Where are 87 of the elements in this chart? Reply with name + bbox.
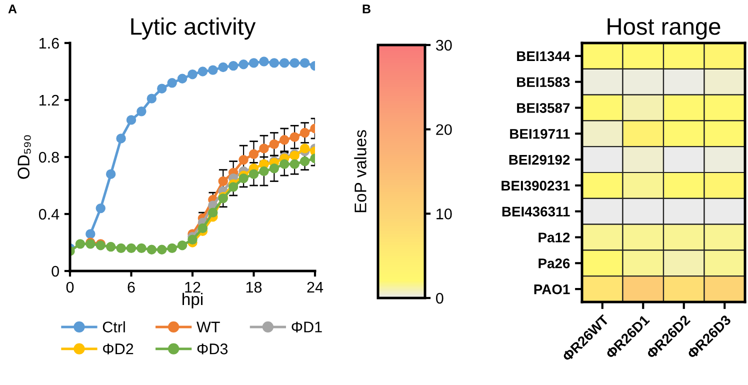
point <box>167 243 177 254</box>
color-bar-label: 0 <box>436 292 444 304</box>
y-tick-label: 1.2 <box>40 94 59 106</box>
point <box>238 174 248 184</box>
point <box>259 166 269 176</box>
color-bar-title: EoP values <box>354 130 366 212</box>
point <box>248 169 259 179</box>
point <box>116 134 126 144</box>
point <box>248 149 259 160</box>
point <box>208 65 218 75</box>
legend-label: ΦD2 <box>103 344 134 354</box>
y-tick-label: 0 <box>52 266 59 277</box>
y-tick-label: BEI1344 <box>517 51 570 62</box>
point <box>198 66 208 76</box>
point <box>208 208 218 218</box>
point <box>300 144 310 154</box>
y-tick-label: Pa12 <box>538 232 570 242</box>
point <box>290 58 300 68</box>
point <box>177 240 188 250</box>
point <box>259 56 269 66</box>
point <box>198 223 208 234</box>
point <box>238 60 248 70</box>
y-tick-label: 0.4 <box>38 208 60 220</box>
point <box>290 132 300 142</box>
point <box>290 159 300 169</box>
point <box>106 169 116 179</box>
point <box>300 58 310 68</box>
y-tick-label: BEI436311 <box>502 206 570 217</box>
y-tick-label: BEI1583 <box>517 77 570 88</box>
point <box>177 74 188 84</box>
point <box>167 78 177 88</box>
legend-label: ΦD3 <box>197 344 228 354</box>
y-tick-label: BEI3587 <box>517 103 570 113</box>
point <box>136 106 146 116</box>
point <box>116 243 126 254</box>
y-tick-label: 1.6 <box>40 38 59 49</box>
point <box>126 243 136 254</box>
y-tick-label: 0.8 <box>38 152 59 163</box>
point <box>300 128 310 138</box>
color-bar-label: 20 <box>436 124 452 136</box>
text: A <box>8 4 17 14</box>
y-tick-label: Pa26 <box>538 258 570 268</box>
x-axis-title: hpi <box>182 292 202 308</box>
point <box>238 154 248 165</box>
point <box>248 58 259 68</box>
point <box>300 156 310 166</box>
legend-label: WT <box>196 322 220 332</box>
point <box>280 58 290 68</box>
x-tick-label: 12 <box>185 282 200 292</box>
y-tick-label: PAO1 <box>534 284 570 294</box>
point <box>269 58 280 68</box>
point <box>146 94 157 104</box>
chart-title: Host range <box>608 18 720 40</box>
point <box>269 164 280 174</box>
x-tick-label: 6 <box>128 282 135 293</box>
chart-title: Lytic activity <box>131 18 256 40</box>
point <box>75 239 86 249</box>
y-tick-label: BEI390231 <box>502 180 570 191</box>
point <box>218 176 228 186</box>
point <box>280 159 290 169</box>
y-axis-title: OD₅₉₀ <box>18 135 31 179</box>
point <box>96 203 106 214</box>
point <box>188 69 198 80</box>
point <box>157 84 167 94</box>
legend-label: Ctrl <box>102 321 125 332</box>
point <box>146 244 157 254</box>
y-tick-label: BEI19711 <box>510 128 570 139</box>
point <box>228 182 238 192</box>
point <box>259 144 269 154</box>
color-bar-label: 30 <box>436 40 452 51</box>
x-tick-label: 0 <box>66 282 74 293</box>
point <box>86 229 96 239</box>
legend-label: ΦD1 <box>292 322 322 332</box>
point <box>218 62 228 72</box>
point <box>228 60 238 71</box>
color-bar-label: 10 <box>436 208 452 220</box>
y-tick-label: BEI29192 <box>509 154 570 165</box>
x-tick-label: 18 <box>246 282 262 293</box>
x-tick-label: 24 <box>307 282 324 292</box>
point <box>188 234 198 245</box>
point <box>157 244 167 254</box>
point <box>126 115 136 125</box>
point <box>280 135 290 145</box>
point <box>106 242 116 252</box>
text: B <box>362 4 370 14</box>
point <box>269 139 280 150</box>
point <box>136 243 146 254</box>
